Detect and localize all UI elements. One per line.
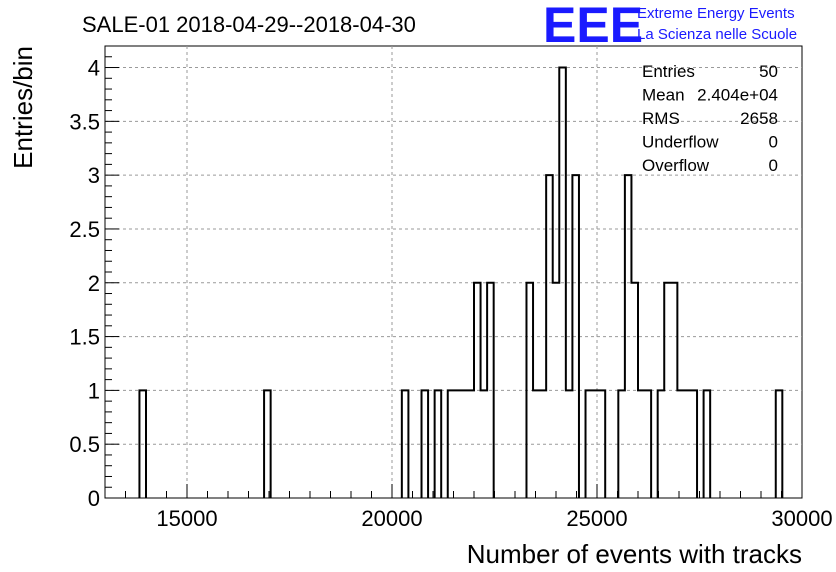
stats-label: Mean bbox=[642, 86, 685, 105]
stats-label: Underflow bbox=[642, 133, 719, 152]
y-tick-label: 1.5 bbox=[69, 325, 100, 350]
y-tick-label: 4 bbox=[88, 56, 100, 81]
logo-line-2: La Scienza nelle Scuole bbox=[637, 26, 797, 43]
stats-value: 0 bbox=[769, 156, 778, 175]
stats-value: 0 bbox=[769, 133, 778, 152]
chart-title: SALE-01 2018-04-29--2018-04-30 bbox=[82, 12, 416, 37]
y-axis-title: Entries/bin bbox=[8, 46, 38, 169]
histogram-outline bbox=[138, 66, 784, 498]
y-tick-label: 2.5 bbox=[69, 217, 100, 242]
y-tick-label: 3 bbox=[88, 163, 100, 188]
logo-letters: EEE bbox=[543, 0, 643, 53]
stats-label: RMS bbox=[642, 109, 680, 128]
stats-label: Entries bbox=[642, 62, 695, 81]
y-tick-label: 0.5 bbox=[69, 432, 100, 457]
eee-logo: EEE Extreme Energy Events La Scienza nel… bbox=[543, 0, 797, 53]
y-tick-label: 1 bbox=[88, 378, 100, 403]
stats-box: Entries 50 Mean 2.404e+04 RMS 2658 Underflow 0 O… bbox=[642, 62, 778, 175]
x-tick-label: 15000 bbox=[156, 506, 217, 531]
stats-value: 50 bbox=[759, 62, 778, 81]
x-tick-label: 25000 bbox=[566, 506, 627, 531]
x-tick-label: 20000 bbox=[361, 506, 422, 531]
stats-value: 2.404e+04 bbox=[697, 86, 778, 105]
x-tick-label: 30000 bbox=[771, 506, 832, 531]
tick-labels: 15000 20000 25000 30000 0 0.5 1 1.5 2 2.5 3 3.5 4 bbox=[69, 56, 832, 531]
stats-label: Overflow bbox=[642, 156, 710, 175]
logo-line-1: Extreme Energy Events bbox=[637, 5, 795, 22]
y-tick-label: 2 bbox=[88, 271, 100, 296]
axis-ticks bbox=[104, 45, 803, 499]
stats-value: 2658 bbox=[740, 109, 778, 128]
y-tick-label: 3.5 bbox=[69, 109, 100, 134]
y-tick-label: 0 bbox=[88, 486, 100, 511]
x-axis-title: Number of events with tracks bbox=[467, 539, 802, 569]
